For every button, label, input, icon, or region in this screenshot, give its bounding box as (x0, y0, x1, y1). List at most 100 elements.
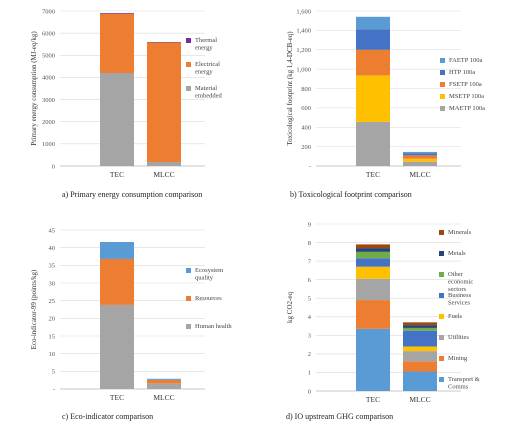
bar-segment (403, 153, 437, 156)
legend-label: Utilities (448, 334, 469, 341)
x-tick-label: TEC (110, 393, 124, 402)
bar-segment (147, 379, 181, 384)
bar-segment (356, 244, 390, 249)
legend-swatch (439, 272, 444, 277)
toxicology-chart: - 200 400 600 800 1,000 1,200 1,400 1,600 Toxicol… (286, 8, 485, 179)
y-tick-label: 6000 (42, 30, 55, 37)
bar-segment (356, 121, 390, 166)
bar-segment (403, 330, 437, 347)
y-tick-label: 5 (52, 369, 55, 376)
bar-segment (356, 248, 390, 252)
legend-swatch (439, 251, 444, 256)
legend-swatch (440, 106, 445, 111)
bar-segment (100, 73, 134, 166)
bar-segment (147, 42, 181, 163)
y-tick-label: 8 (308, 240, 311, 247)
legend-swatch (439, 377, 444, 382)
legend-swatch (186, 324, 191, 329)
y-tick-label: 15 (49, 333, 56, 340)
bar-segment (403, 322, 437, 326)
eco-indicator-chart: - 5 10 15 20 25 30 35 40 45 Eco-indicator-99 (poin… (30, 227, 232, 402)
legend-label: Minerals (448, 229, 472, 236)
legend-swatch (439, 314, 444, 319)
legend-label: Metals (448, 250, 466, 257)
y-tick-label: 2000 (42, 119, 55, 126)
y-tick-label: 800 (301, 86, 311, 93)
y-tick-label: 0 (308, 388, 311, 395)
bar-segment (100, 12, 134, 14)
bar-segment (356, 328, 390, 391)
y-tick-label: 2 (308, 351, 311, 358)
legend-swatch (439, 293, 444, 298)
y-tick-label: 400 (301, 125, 311, 132)
ghg-chart: 0 1 2 3 4 5 6 7 8 9 kg CO2-eq TEC MLCC Minerals Metals… (286, 221, 480, 404)
bar-segment (403, 346, 437, 352)
y-tick-label: 30 (49, 280, 56, 287)
legend-swatch (440, 70, 445, 75)
bar-segment (100, 304, 134, 389)
y-tick-label: 200 (301, 144, 311, 151)
legend-label: Business Services (448, 292, 472, 307)
bar-segment (403, 151, 437, 154)
bar-segment (356, 278, 390, 301)
legend-label: Other economic sectors (448, 271, 473, 293)
legend-swatch (186, 62, 191, 67)
legend-swatch (186, 86, 191, 91)
y-tick-label: 600 (301, 105, 311, 112)
y-tick-label: 9 (308, 221, 311, 228)
y-tick-label: 3000 (42, 97, 55, 104)
y-tick-label: 1,200 (296, 47, 311, 54)
x-tick-label: TEC (366, 395, 380, 404)
bar-segment (100, 258, 134, 305)
legend-swatch (186, 268, 191, 273)
legend-label: Transport & Comms (448, 376, 480, 391)
bar-segment (356, 29, 390, 50)
bar-segment (403, 351, 437, 362)
legend-label: Mining (448, 355, 468, 362)
y-tick-label: 1,600 (296, 8, 311, 15)
legend-swatch (440, 82, 445, 87)
y-tick-label: 25 (49, 298, 56, 305)
legend-swatch (186, 296, 191, 301)
bar-segment (147, 162, 181, 166)
legend-swatch (440, 58, 445, 63)
y-tick-label: 1 (308, 370, 311, 377)
y-tick-label: 0 (52, 163, 55, 170)
legend-label: FSETP 100a (449, 81, 482, 88)
y-axis-label: kg CO2-eq (286, 292, 294, 323)
y-tick-label: 3 (308, 333, 311, 340)
bar-segment (356, 75, 390, 122)
y-tick-label: 7 (308, 258, 312, 265)
legend-label: Human health (195, 323, 232, 330)
y-tick-label: 20 (49, 316, 56, 323)
chart-b-panel: - 200 400 600 800 1,000 1,200 1,400 1,600 Toxicol… (256, 0, 512, 214)
y-tick-label: 4 (308, 314, 312, 321)
chart-c-panel: - 5 10 15 20 25 30 35 40 45 Eco-indicator-99 (poin… (0, 214, 256, 428)
caption-a: a) Primary energy consumption comparison (62, 190, 203, 199)
bar-segment (403, 161, 437, 166)
y-axis-label: Toxicological footprint (kg 1,4-DCB-eq) (286, 31, 294, 146)
legend-swatch (186, 38, 191, 43)
bar-segment (356, 266, 390, 279)
legend-swatch (439, 356, 444, 361)
legend-swatch (439, 230, 444, 235)
legend-label: Thermal energy (195, 37, 217, 52)
y-tick-label: 40 (49, 245, 56, 252)
bar-segment (100, 242, 134, 259)
bar-segment (403, 361, 437, 372)
chart-d-panel: 0 1 2 3 4 5 6 7 8 9 kg CO2-eq TEC MLCC Minerals Metals… (256, 214, 512, 428)
y-tick-label: 35 (49, 263, 56, 270)
bar-segment (356, 16, 390, 30)
caption-b: b) Toxicological footprint comparison (290, 190, 412, 199)
x-tick-label: MLCC (409, 170, 430, 179)
bar-segment (100, 13, 134, 73)
legend-label: Fuels (448, 313, 463, 320)
bar-segment (403, 371, 437, 391)
y-tick-label: 7000 (42, 8, 55, 15)
bar-segment (403, 155, 437, 159)
y-tick-label: - (309, 163, 311, 170)
legend-label: HTP 100a (449, 69, 475, 76)
legend-label: Material embedded (195, 85, 222, 100)
caption-c: c) Eco-indicator comparison (62, 412, 154, 421)
y-axis-label: Primary energy consumption (MJ-eq/kg) (30, 31, 38, 146)
